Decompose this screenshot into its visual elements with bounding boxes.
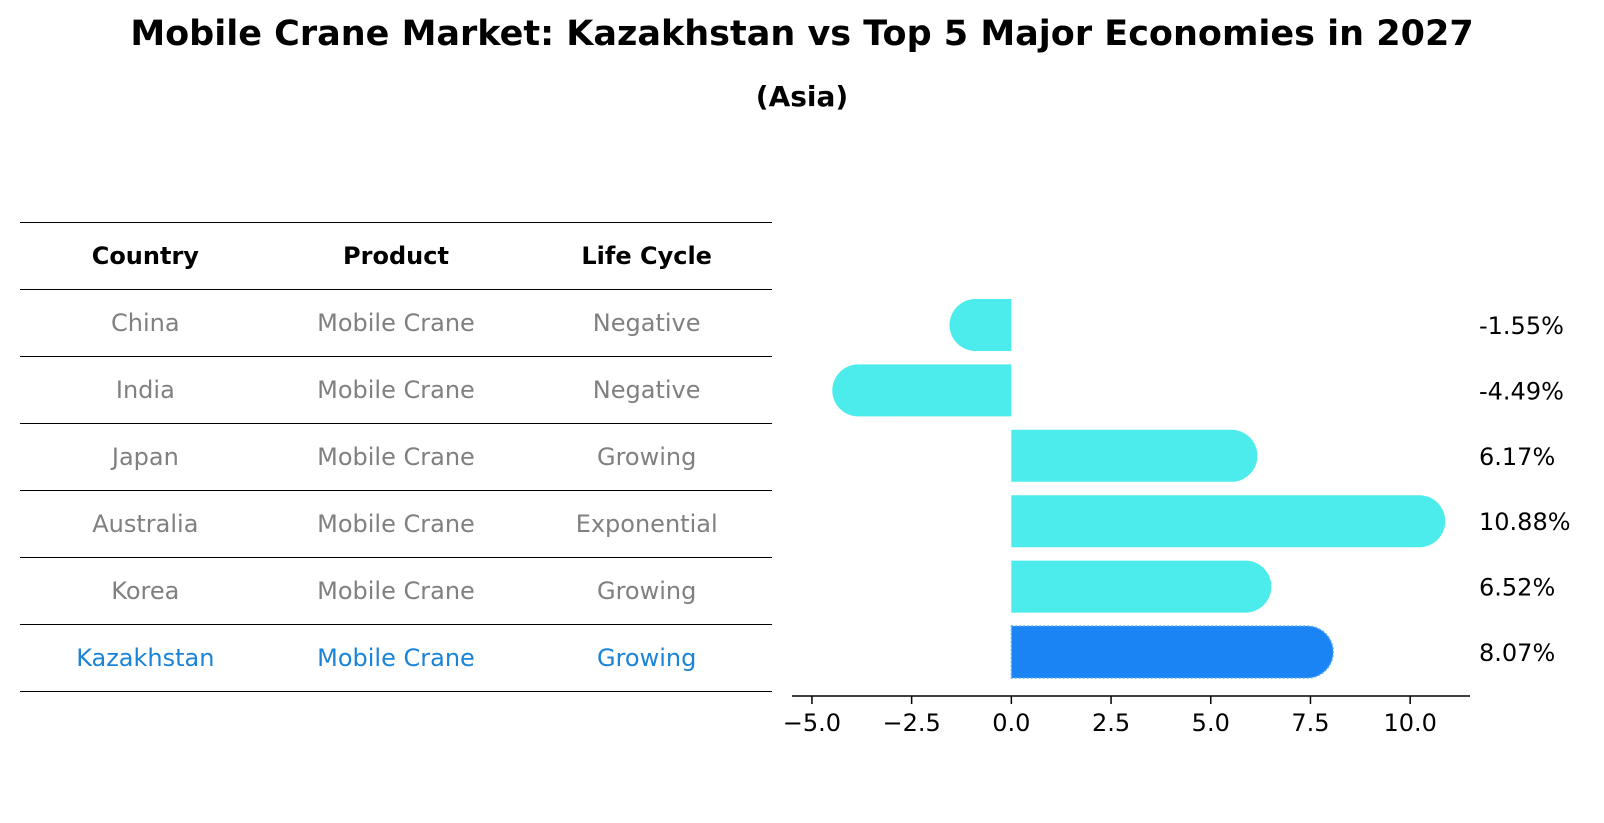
table-row: Australia Mobile Crane Exponential [20, 490, 772, 558]
cell-country: Japan [20, 423, 271, 491]
x-tick-label: 5.0 [1192, 709, 1230, 737]
cell-life-cycle: Growing [521, 423, 772, 491]
cell-product: Mobile Crane [270, 624, 522, 692]
table-row: India Mobile Crane Negative [20, 356, 772, 424]
value-label: -4.49% [1479, 377, 1564, 405]
x-tick-label: −2.5 [883, 709, 941, 737]
cell-product: Mobile Crane [270, 356, 522, 424]
value-label: 8.07% [1479, 639, 1555, 667]
x-tick-label: −5.0 [783, 709, 841, 737]
cell-life-cycle: Negative [521, 356, 772, 424]
x-tick-label: 2.5 [1092, 709, 1130, 737]
cell-life-cycle: Exponential [521, 490, 772, 558]
table-header-row: Country Product Life Cycle [20, 222, 772, 290]
value-label: 10.88% [1479, 508, 1571, 536]
chart-subtitle: (Asia) [755, 80, 849, 113]
table-row: Japan Mobile Crane Growing [20, 423, 772, 491]
x-tick-label: 10.0 [1383, 709, 1436, 737]
bar-korea [1011, 560, 1272, 613]
bar-china [949, 299, 1012, 351]
market-table: Country Product Life Cycle China Mobile … [20, 222, 772, 692]
cell-product: Mobile Crane [270, 289, 522, 357]
cell-country: Australia [20, 490, 271, 558]
header-life-cycle: Life Cycle [521, 222, 772, 290]
table-row: China Mobile Crane Negative [20, 289, 772, 357]
header-country: Country [20, 222, 271, 290]
bar-kazakhstan [1010, 625, 1334, 679]
chart-title: Mobile Crane Market: Kazakhstan vs Top 5… [130, 14, 1474, 54]
x-tick-label: 0.0 [992, 709, 1030, 737]
cell-life-cycle: Negative [521, 289, 772, 357]
bar-india [832, 364, 1012, 417]
cell-country: Korea [20, 557, 271, 625]
table-row-highlight: Kazakhstan Mobile Crane Growing [20, 624, 772, 692]
value-label: -1.55% [1479, 312, 1564, 340]
x-tick-label: 7.5 [1291, 709, 1329, 737]
cell-product: Mobile Crane [270, 557, 522, 625]
value-label: 6.52% [1479, 574, 1555, 602]
value-label: 6.17% [1479, 443, 1555, 471]
cell-country: Kazakhstan [20, 624, 271, 692]
header-product: Product [270, 222, 522, 290]
bar-australia [1011, 495, 1446, 548]
cell-product: Mobile Crane [270, 490, 522, 558]
bar-japan [1011, 429, 1258, 482]
table-row: Korea Mobile Crane Growing [20, 557, 772, 625]
cell-life-cycle: Growing [521, 557, 772, 625]
cell-country: India [20, 356, 271, 424]
cell-country: China [20, 289, 271, 357]
cell-product: Mobile Crane [270, 423, 522, 491]
cell-life-cycle: Growing [521, 624, 772, 692]
